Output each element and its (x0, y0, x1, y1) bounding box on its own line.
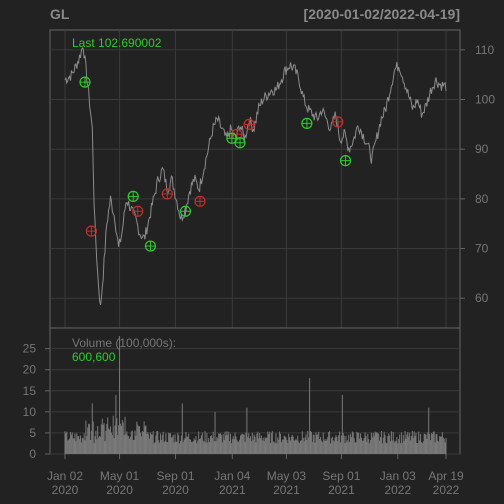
x-tick-label-year: 2020 (106, 483, 133, 497)
symbol-title: GL (50, 6, 70, 22)
x-tick-label-year: 2022 (433, 483, 460, 497)
date-range-title: [2020-01-02/2022-04-19] (304, 6, 460, 22)
sell-marker (194, 195, 206, 207)
buy-marker (127, 190, 139, 202)
sell-marker (161, 188, 173, 200)
sell-marker (132, 205, 144, 217)
x-tick-label-month: May 01 (100, 469, 140, 483)
x-tick-label-year: 2021 (273, 483, 300, 497)
volume-bars (64, 336, 447, 454)
buy-marker (179, 205, 192, 217)
volume-label: Volume (100,000s): (72, 336, 176, 350)
buy-marker (234, 137, 246, 149)
volume-panel: 0 5 10 15 20 25 Volume (100,000s): 600,600 (23, 327, 461, 461)
volume-tick-label: 5 (29, 426, 36, 440)
x-tick-label-year: 2022 (384, 483, 411, 497)
volume-tick-label: 25 (23, 342, 37, 356)
buy-marker (301, 117, 313, 129)
x-tick-label-month: Jan 03 (380, 469, 416, 483)
x-tick-label-month: Jan 02 (47, 469, 83, 483)
price-tick-label: 90 (475, 142, 489, 156)
signal-markers (79, 76, 352, 252)
price-tick-label: 60 (475, 291, 489, 305)
x-tick-label-year: 2021 (328, 483, 355, 497)
sell-marker (85, 225, 97, 237)
buy-marker (339, 155, 352, 167)
x-tick-label-year: 2021 (219, 483, 246, 497)
sell-marker (332, 116, 344, 128)
x-tick-label-month: May 03 (267, 469, 307, 483)
buy-marker (144, 240, 157, 252)
buy-marker (79, 76, 91, 88)
price-panel: 60 70 80 90 100 110 Last 102.690002 (49, 29, 495, 454)
volume-tick-label: 15 (23, 384, 37, 398)
volume-last-value: 600,600 (72, 350, 116, 364)
x-tick-label-year: 2020 (52, 483, 79, 497)
volume-tick-label: 20 (23, 363, 37, 377)
volume-tick-label: 0 (29, 447, 36, 461)
price-series-line (64, 47, 447, 306)
price-tick-label: 100 (475, 93, 495, 107)
last-price-label: Last 102.690002 (72, 36, 162, 50)
price-tick-label: 80 (475, 192, 489, 206)
x-tick-label-year: 2020 (162, 483, 189, 497)
price-panel-frame (49, 29, 461, 329)
x-tick-label-month: Sep 01 (322, 469, 360, 483)
price-tick-label: 70 (475, 242, 489, 256)
x-tick-label-month: Sep 01 (156, 469, 194, 483)
volume-axis: 0 5 10 15 20 25 (23, 342, 50, 461)
x-tick-label-month: Jan 04 (214, 469, 250, 483)
x-tick-label-month: Apr 19 (428, 469, 464, 483)
sell-marker (243, 118, 255, 130)
price-tick-label: 110 (475, 43, 494, 57)
price-axis: 60 70 80 90 100 110 (460, 43, 495, 305)
volume-tick-label: 10 (23, 405, 37, 419)
